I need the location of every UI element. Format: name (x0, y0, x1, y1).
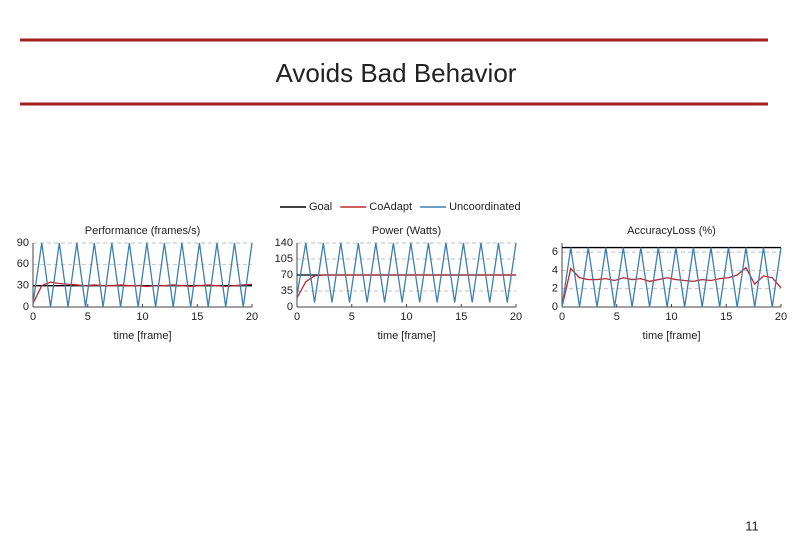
legend-label: Uncoordinated (449, 201, 521, 213)
y-tick-label: 0 (23, 301, 29, 313)
y-tick-label: 105 (275, 253, 293, 265)
x-tick-label: 5 (349, 311, 355, 323)
y-tick-label: 30 (17, 280, 29, 292)
x-tick-label: 20 (246, 311, 258, 323)
legend-label: Goal (309, 201, 332, 213)
series-line (32, 281, 253, 304)
y-tick-label: 6 (552, 246, 558, 258)
chart-title: Performance (frames/s) (85, 225, 201, 237)
series-line (296, 242, 517, 303)
slide-title: Avoids Bad Behavior (276, 58, 517, 88)
x-tick-label: 10 (400, 311, 412, 323)
x-tick-label: 0 (294, 311, 300, 323)
x-tick-label: 20 (510, 311, 522, 323)
x-tick-label: 0 (30, 311, 36, 323)
y-tick-label: 2 (552, 283, 558, 295)
x-tick-label: 15 (455, 311, 467, 323)
series-line (32, 242, 253, 308)
x-tick-label: 15 (191, 311, 203, 323)
series-line (561, 247, 782, 308)
x-axis-label: time [frame] (642, 330, 700, 342)
legend-label: CoAdapt (369, 201, 412, 213)
y-tick-label: 4 (552, 264, 558, 276)
page-number: 11 (745, 518, 759, 533)
x-axis-label: time [frame] (113, 330, 171, 342)
x-tick-label: 10 (136, 311, 148, 323)
y-tick-label: 60 (17, 258, 29, 270)
x-tick-label: 20 (775, 311, 787, 323)
x-tick-label: 5 (614, 311, 620, 323)
y-tick-label: 0 (287, 301, 293, 313)
x-tick-label: 15 (720, 311, 732, 323)
chart-title: AccuracyLoss (%) (627, 225, 716, 237)
y-tick-label: 70 (281, 269, 293, 281)
y-tick-label: 35 (281, 285, 293, 297)
y-tick-label: 140 (275, 237, 293, 249)
y-tick-label: 0 (552, 301, 558, 313)
x-tick-label: 5 (85, 311, 91, 323)
chart-title: Power (Watts) (372, 225, 441, 237)
x-tick-label: 0 (559, 311, 565, 323)
x-tick-label: 10 (665, 311, 677, 323)
x-axis-label: time [frame] (377, 330, 435, 342)
y-tick-label: 90 (17, 237, 29, 249)
